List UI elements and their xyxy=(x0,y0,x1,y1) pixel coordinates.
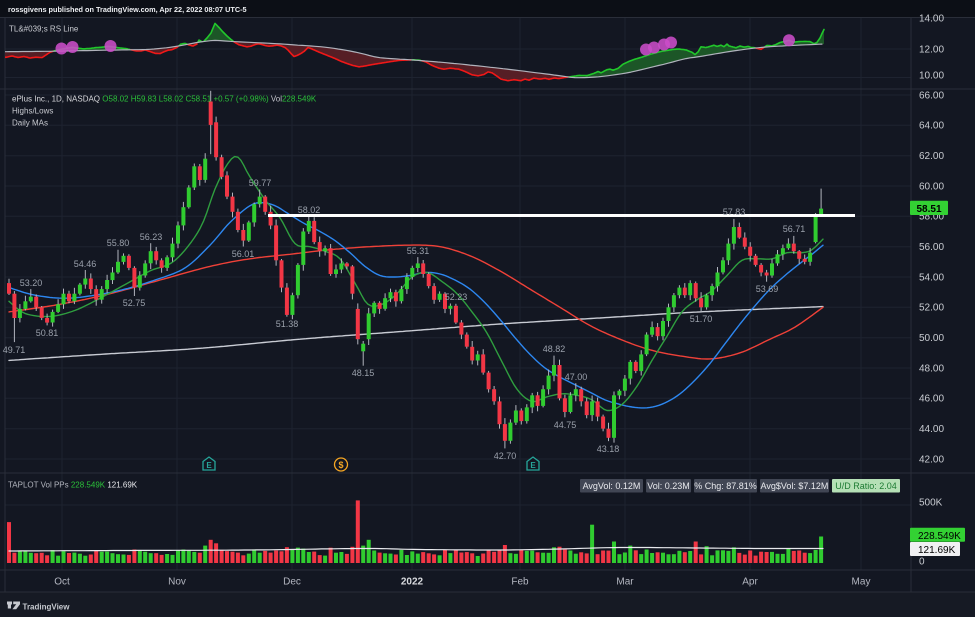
svg-text:54.46: 54.46 xyxy=(74,259,97,269)
svg-text:52.23: 52.23 xyxy=(445,292,468,302)
svg-text:50.00: 50.00 xyxy=(919,333,944,344)
svg-text:AvgVol: 0.12M: AvgVol: 0.12M xyxy=(583,481,641,491)
svg-text:Oct: Oct xyxy=(54,577,70,588)
svg-text:44.00: 44.00 xyxy=(919,424,944,435)
svg-text:% Chg: 87.81%: % Chg: 87.81% xyxy=(694,481,757,491)
svg-text:60.00: 60.00 xyxy=(919,181,944,192)
svg-text:Nov: Nov xyxy=(168,577,186,588)
svg-text:Avg$Vol: $7.12M: Avg$Vol: $7.12M xyxy=(761,481,829,491)
svg-text:42.70: 42.70 xyxy=(494,451,517,461)
svg-text:48.00: 48.00 xyxy=(919,363,944,374)
svg-text:TradingView: TradingView xyxy=(23,603,71,612)
svg-text:56.01: 56.01 xyxy=(232,249,255,259)
svg-text:55.80: 55.80 xyxy=(107,238,130,248)
svg-text:$: $ xyxy=(338,460,343,470)
svg-text:10.00: 10.00 xyxy=(919,70,944,81)
svg-text:64.00: 64.00 xyxy=(919,121,944,132)
svg-text:121.69K: 121.69K xyxy=(918,545,956,556)
svg-text:E: E xyxy=(206,461,212,470)
svg-text:Highs/Lows: Highs/Lows xyxy=(12,107,53,116)
svg-text:53.69: 53.69 xyxy=(756,284,779,294)
svg-text:56.23: 56.23 xyxy=(140,232,163,242)
svg-text:14.00: 14.00 xyxy=(919,13,944,24)
svg-text:TAPLOT Vol PPs 228.549K 121.69: TAPLOT Vol PPs 228.549K 121.69K xyxy=(8,481,138,490)
svg-text:Apr: Apr xyxy=(742,577,758,588)
svg-text:12.00: 12.00 xyxy=(919,44,944,55)
svg-text:48.82: 48.82 xyxy=(543,344,566,354)
svg-text:52.00: 52.00 xyxy=(919,303,944,314)
svg-text:56.00: 56.00 xyxy=(919,242,944,253)
svg-text:53.20: 53.20 xyxy=(20,278,43,288)
svg-text:66.00: 66.00 xyxy=(919,90,944,101)
svg-text:58.00: 58.00 xyxy=(919,212,944,223)
svg-text:0: 0 xyxy=(919,556,925,567)
svg-text:May: May xyxy=(852,577,871,588)
svg-text:500K: 500K xyxy=(919,497,943,508)
svg-text:ePlus Inc., 1D, NASDAQ O58.02: ePlus Inc., 1D, NASDAQ O58.02 H59.83 L58… xyxy=(12,95,317,104)
svg-text:E: E xyxy=(530,461,536,470)
svg-text:52.75: 52.75 xyxy=(123,298,146,308)
svg-text:TL&#039;s RS Line: TL&#039;s RS Line xyxy=(9,25,79,34)
svg-text:Daily MAs: Daily MAs xyxy=(12,119,48,128)
svg-text:48.15: 48.15 xyxy=(352,368,375,378)
svg-text:55.31: 55.31 xyxy=(407,246,430,256)
svg-text:Dec: Dec xyxy=(283,577,301,588)
svg-text:Vol: 0.23M: Vol: 0.23M xyxy=(647,481,690,491)
svg-text:49.71: 49.71 xyxy=(3,345,26,355)
svg-text:59.77: 59.77 xyxy=(249,178,272,188)
svg-text:rossgivens published on Tradin: rossgivens published on TradingView.com,… xyxy=(8,5,247,14)
svg-text:Feb: Feb xyxy=(511,577,529,588)
svg-text:2022: 2022 xyxy=(401,577,424,588)
svg-text:46.00: 46.00 xyxy=(919,394,944,405)
svg-text:50.81: 50.81 xyxy=(36,328,59,338)
svg-text:Mar: Mar xyxy=(616,577,634,588)
svg-text:56.71: 56.71 xyxy=(783,224,806,234)
svg-text:54.00: 54.00 xyxy=(919,272,944,283)
svg-text:62.00: 62.00 xyxy=(919,151,944,162)
svg-text:228.549K: 228.549K xyxy=(918,531,961,542)
svg-text:57.83: 57.83 xyxy=(723,207,746,217)
svg-text:U/D Ratio: 2.04: U/D Ratio: 2.04 xyxy=(835,481,897,491)
svg-text:51.38: 51.38 xyxy=(276,319,299,329)
svg-text:43.18: 43.18 xyxy=(597,444,620,454)
svg-text:44.75: 44.75 xyxy=(554,420,577,430)
svg-text:58.02: 58.02 xyxy=(298,205,321,215)
svg-text:58.51: 58.51 xyxy=(916,204,941,215)
svg-text:42.00: 42.00 xyxy=(919,454,944,465)
svg-text:47.00: 47.00 xyxy=(565,372,588,382)
svg-text:51.70: 51.70 xyxy=(690,314,713,324)
